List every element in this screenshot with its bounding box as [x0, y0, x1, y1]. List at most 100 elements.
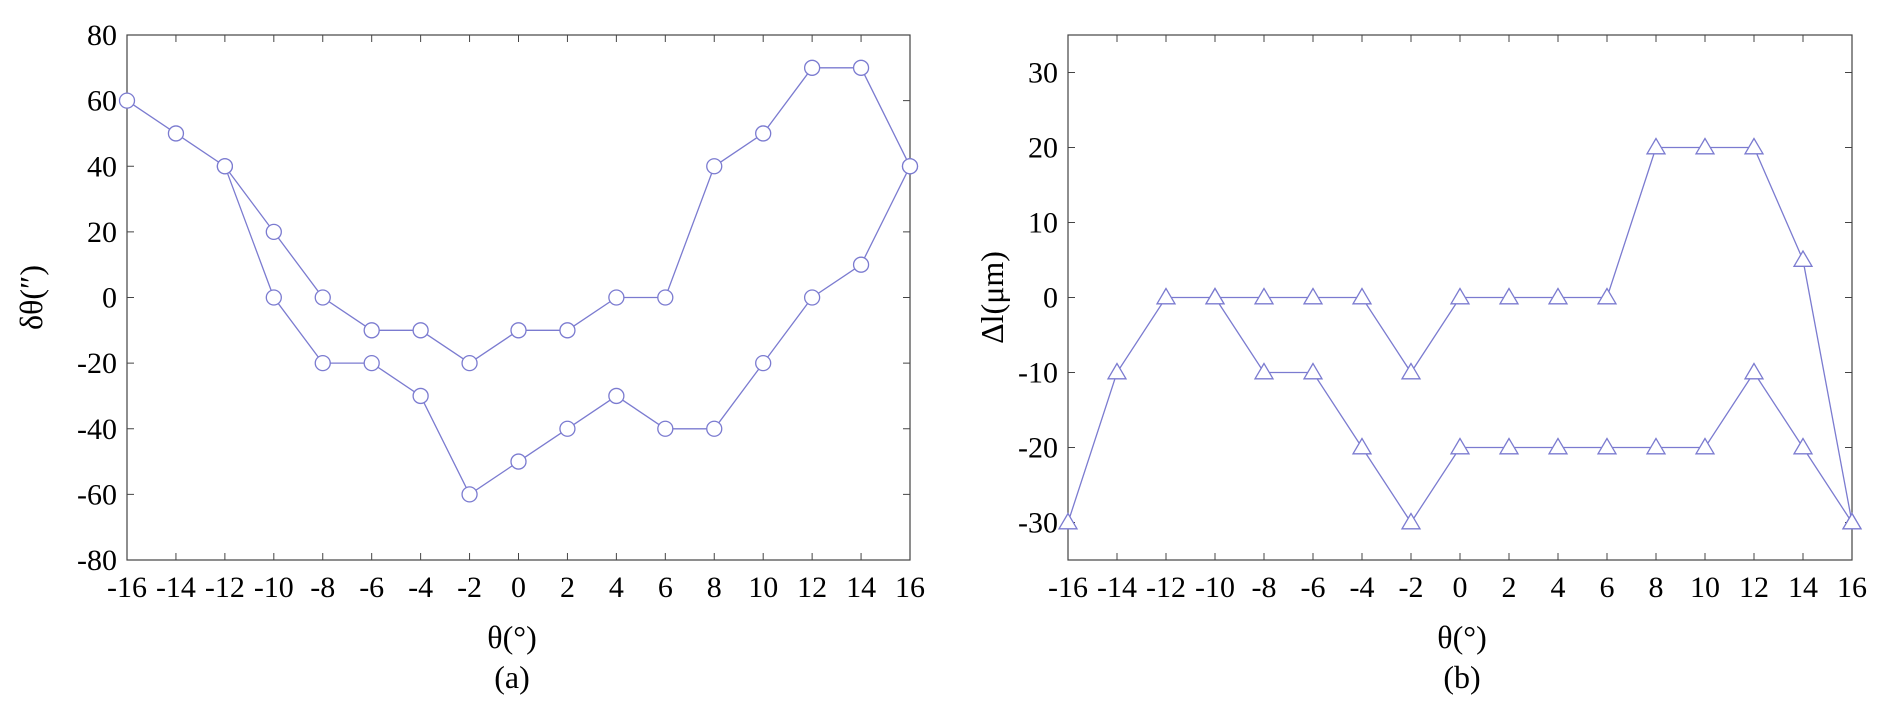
x-tick-label: 0 [1453, 571, 1468, 604]
series-line-1 [1067, 146, 1853, 523]
data-point [412, 322, 429, 339]
data-point [363, 322, 380, 339]
data-point [901, 158, 919, 175]
chart-panel-a: -16 -14 -12 -10 -8 -6 -4 -2 0 2 4 6 8 10 12 14 16-80-60-… [13, 19, 925, 695]
series-line-1 [126, 67, 911, 364]
x-tick-label: 16 [1837, 571, 1867, 604]
x-tick-label: 2 [1502, 571, 1517, 604]
data-point [265, 289, 282, 306]
x-tick-label: -4 [408, 571, 433, 604]
data-point [1792, 437, 1814, 455]
data-point [461, 486, 478, 503]
y-tick-label: -30 [1018, 507, 1058, 540]
x-tick-label: 4 [1551, 571, 1566, 604]
data-point [1841, 512, 1863, 530]
x-tick-label: 14 [846, 571, 876, 604]
data-point [1743, 362, 1765, 380]
data-point [216, 158, 234, 175]
x-tick-label: -8 [310, 571, 335, 604]
plot-frame [126, 34, 911, 561]
data-point [803, 289, 821, 306]
x-tick-label: 8 [1649, 571, 1664, 604]
x-tick-label: 8 [707, 571, 722, 604]
data-point [1302, 362, 1324, 380]
x-axis-label: θ(°) [1437, 619, 1486, 655]
data-point [852, 256, 870, 273]
y-tick-label: 0 [1043, 282, 1058, 315]
panel-label: (b) [1443, 659, 1480, 695]
x-tick-label: -10 [254, 571, 294, 604]
y-tick-label: -80 [77, 544, 117, 577]
y-tick-label: 60 [87, 85, 117, 118]
data-point [657, 420, 674, 437]
data-point [559, 322, 576, 339]
data-point [608, 387, 625, 405]
data-point [1351, 437, 1373, 455]
x-tick-label: 6 [1600, 571, 1615, 604]
y-tick-label: -40 [77, 413, 117, 446]
data-point [1498, 437, 1520, 455]
y-tick-label: -10 [1018, 357, 1058, 390]
data-point [1498, 287, 1520, 305]
y-tick-label: -60 [77, 478, 117, 511]
x-tick-label: -6 [1301, 571, 1326, 604]
data-point [1792, 249, 1814, 267]
x-tick-label: -2 [1399, 571, 1424, 604]
data-point [1596, 287, 1618, 305]
x-tick-label: 2 [560, 571, 575, 604]
data-point [706, 158, 723, 175]
data-point [1204, 287, 1226, 305]
data-point [1400, 362, 1422, 380]
x-tick-label: 6 [658, 571, 673, 604]
x-tick-label: -10 [1195, 571, 1235, 604]
data-point [559, 420, 576, 437]
x-tick-label: 0 [511, 571, 526, 604]
data-point [510, 453, 527, 470]
data-point [803, 59, 821, 76]
x-tick-label: -16 [107, 571, 147, 604]
x-tick-label: -14 [156, 571, 196, 604]
x-tick-label: -2 [457, 571, 482, 604]
data-point [608, 289, 625, 306]
x-tick-label: 14 [1788, 571, 1818, 604]
data-point [510, 322, 527, 339]
data-point [118, 92, 136, 109]
data-point [363, 354, 380, 372]
data-point [265, 223, 282, 241]
data-point [314, 354, 331, 372]
x-tick-label: 16 [895, 571, 925, 604]
x-tick-label: -4 [1350, 571, 1375, 604]
x-tick-label: -16 [1048, 571, 1088, 604]
y-tick-label: 20 [87, 216, 117, 249]
y-tick-label: 20 [1028, 132, 1058, 165]
data-point [1449, 437, 1471, 455]
panel-label: (a) [494, 659, 530, 695]
data-point [1694, 137, 1716, 155]
data-point [167, 125, 185, 142]
x-tick-label: -12 [1146, 571, 1186, 604]
x-tick-label: 4 [609, 571, 624, 604]
data-point [1302, 287, 1324, 305]
x-tick-label: 10 [748, 571, 778, 604]
x-tick-label: -12 [205, 571, 245, 604]
x-tick-label: 10 [1690, 571, 1720, 604]
data-point [1743, 137, 1765, 155]
series-line-2 [1214, 297, 1853, 524]
data-point [1253, 362, 1275, 380]
data-point [1547, 437, 1569, 455]
data-point [1155, 287, 1177, 305]
y-axis-label: δθ(″) [13, 265, 49, 330]
data-point [1351, 287, 1373, 305]
y-tick-label: -20 [77, 347, 117, 380]
data-point [412, 387, 429, 405]
y-tick-label: 0 [102, 282, 117, 315]
data-point [1106, 362, 1128, 380]
x-tick-label: 12 [797, 571, 827, 604]
data-point [314, 289, 331, 306]
data-point [1057, 512, 1079, 530]
y-axis-label: Δl(μm) [974, 251, 1010, 344]
data-point [1596, 437, 1618, 455]
data-point [1694, 437, 1716, 455]
x-tick-label: 12 [1739, 571, 1769, 604]
